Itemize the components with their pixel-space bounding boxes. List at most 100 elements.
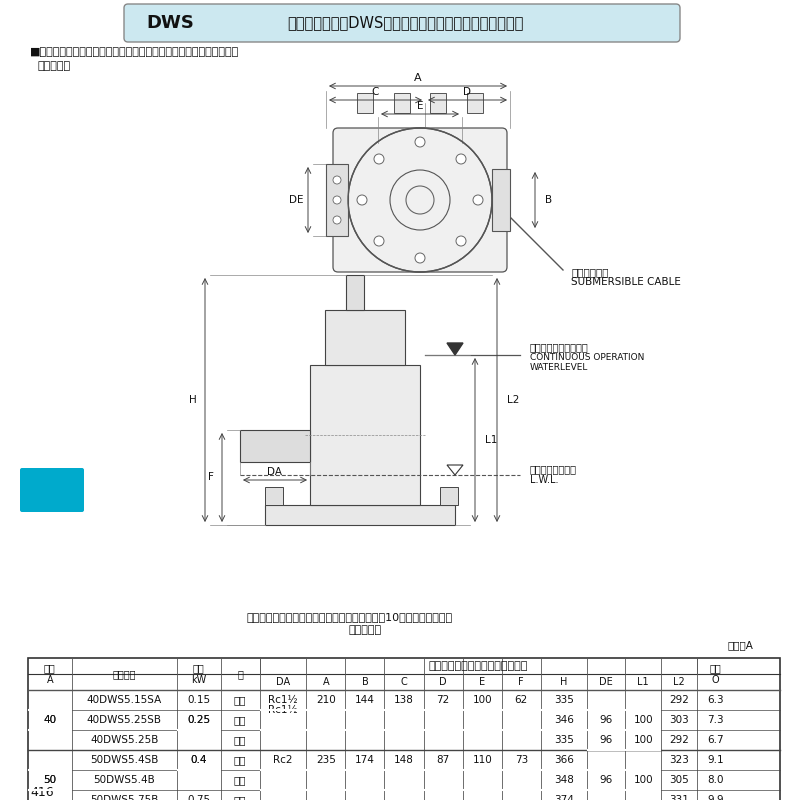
Text: 0.4: 0.4 bbox=[190, 755, 207, 765]
Text: D: D bbox=[439, 677, 447, 687]
Text: 50DWS5.4B: 50DWS5.4B bbox=[94, 775, 155, 785]
Bar bbox=[310, 365, 420, 505]
Text: 非自動形: 非自動形 bbox=[38, 61, 71, 71]
Text: 96: 96 bbox=[600, 715, 613, 725]
Text: 単位：A: 単位：A bbox=[727, 640, 753, 650]
Text: 機　　名: 機 名 bbox=[113, 669, 136, 679]
Text: 三相: 三相 bbox=[234, 775, 246, 785]
Text: 0.4: 0.4 bbox=[190, 755, 207, 765]
Text: 62: 62 bbox=[514, 695, 528, 705]
Text: A: A bbox=[414, 73, 422, 83]
Text: E: E bbox=[479, 677, 486, 687]
Text: L.W.L.: L.W.L. bbox=[530, 475, 558, 485]
Bar bbox=[265, 505, 455, 525]
Text: E: E bbox=[417, 101, 423, 111]
Text: ■外形寸法図　計画・実施に際しては納入仕様書をご請求ください。: ■外形寸法図 計画・実施に際しては納入仕様書をご請求ください。 bbox=[30, 47, 239, 57]
Text: 口径
A: 口径 A bbox=[44, 663, 56, 685]
Circle shape bbox=[333, 176, 341, 184]
Text: 9.1: 9.1 bbox=[707, 755, 724, 765]
Text: DE: DE bbox=[599, 677, 613, 687]
Circle shape bbox=[456, 154, 466, 164]
Bar bbox=[240, 430, 310, 462]
Bar bbox=[325, 310, 405, 365]
Text: 331: 331 bbox=[670, 795, 689, 800]
Circle shape bbox=[333, 216, 341, 224]
Text: B: B bbox=[362, 677, 368, 687]
Text: L2: L2 bbox=[674, 677, 685, 687]
Text: 40: 40 bbox=[43, 715, 56, 725]
Text: DA: DA bbox=[267, 467, 282, 477]
Text: CONTINUOUS OPERATION: CONTINUOUS OPERATION bbox=[530, 354, 644, 362]
Text: 148: 148 bbox=[394, 755, 414, 765]
Text: 144: 144 bbox=[355, 695, 375, 705]
Text: 9.9: 9.9 bbox=[707, 795, 724, 800]
Text: 72: 72 bbox=[437, 695, 450, 705]
Text: A: A bbox=[322, 677, 329, 687]
Text: DA: DA bbox=[276, 677, 290, 687]
Text: DWS: DWS bbox=[146, 14, 194, 32]
Text: 単相: 単相 bbox=[234, 715, 246, 725]
Text: 50: 50 bbox=[43, 775, 56, 785]
Bar bbox=[326, 164, 348, 236]
Text: 質量
O: 質量 O bbox=[710, 663, 722, 685]
Text: 305: 305 bbox=[670, 775, 689, 785]
Circle shape bbox=[456, 236, 466, 246]
Text: 50: 50 bbox=[43, 775, 56, 785]
Text: 単相: 単相 bbox=[234, 695, 246, 705]
Text: Rc2: Rc2 bbox=[273, 755, 293, 765]
Bar bbox=[265, 487, 283, 505]
Text: 【ダーウィン】DWS型樹脂製汚水・雑排水用水中ポンプ: 【ダーウィン】DWS型樹脂製汚水・雑排水用水中ポンプ bbox=[287, 15, 523, 30]
Text: 348: 348 bbox=[554, 775, 574, 785]
Polygon shape bbox=[447, 343, 463, 355]
Text: 335: 335 bbox=[554, 735, 574, 745]
Bar bbox=[492, 169, 510, 231]
Bar bbox=[430, 93, 446, 113]
Text: Rc1½: Rc1½ bbox=[268, 695, 298, 705]
Text: 単相: 単相 bbox=[234, 755, 246, 765]
Text: L1: L1 bbox=[638, 677, 649, 687]
Text: 6.7: 6.7 bbox=[707, 735, 724, 745]
Text: 注）　運転可能最低水位での連続運転時間は、10分以内にしてくだ: 注） 運転可能最低水位での連続運転時間は、10分以内にしてくだ bbox=[247, 612, 453, 622]
Text: 292: 292 bbox=[670, 695, 689, 705]
FancyBboxPatch shape bbox=[333, 128, 507, 272]
Text: 7.3: 7.3 bbox=[707, 715, 724, 725]
Text: 50DWS5.4SB: 50DWS5.4SB bbox=[90, 755, 158, 765]
Text: 96: 96 bbox=[600, 775, 613, 785]
Text: C: C bbox=[401, 677, 407, 687]
Circle shape bbox=[415, 253, 425, 263]
Circle shape bbox=[374, 154, 384, 164]
Bar bbox=[357, 93, 373, 113]
Text: さい。: さい。 bbox=[349, 625, 382, 635]
Text: 水中ケーブル: 水中ケーブル bbox=[571, 267, 609, 277]
Text: 40DWS5.25B: 40DWS5.25B bbox=[90, 735, 158, 745]
Text: L2: L2 bbox=[507, 395, 519, 405]
Text: 三相: 三相 bbox=[234, 795, 246, 800]
Text: F: F bbox=[208, 473, 214, 482]
Text: 416: 416 bbox=[30, 786, 54, 798]
Text: 100: 100 bbox=[634, 715, 653, 725]
Text: D: D bbox=[463, 87, 471, 97]
Text: 110: 110 bbox=[472, 755, 492, 765]
Text: C: C bbox=[372, 87, 379, 97]
Text: 210: 210 bbox=[316, 695, 336, 705]
Text: 174: 174 bbox=[355, 755, 375, 765]
Text: SUBMERSIBLE CABLE: SUBMERSIBLE CABLE bbox=[571, 277, 681, 287]
Text: 366: 366 bbox=[554, 755, 574, 765]
Text: 運転可能最低水位: 運転可能最低水位 bbox=[530, 464, 577, 474]
Bar bbox=[440, 487, 458, 505]
Text: 235: 235 bbox=[316, 755, 336, 765]
Text: 292: 292 bbox=[670, 735, 689, 745]
Text: 40DWS5.25SB: 40DWS5.25SB bbox=[86, 715, 162, 725]
Text: 0.25: 0.25 bbox=[187, 715, 210, 725]
Bar bbox=[28, 658, 780, 800]
Text: L1: L1 bbox=[485, 435, 498, 445]
Text: 0.25: 0.25 bbox=[187, 715, 210, 725]
Text: B: B bbox=[545, 195, 552, 205]
Text: 8.0: 8.0 bbox=[707, 775, 723, 785]
Circle shape bbox=[473, 195, 483, 205]
Text: 0.15: 0.15 bbox=[187, 695, 210, 705]
Text: F: F bbox=[518, 677, 524, 687]
Text: 323: 323 bbox=[670, 755, 689, 765]
Bar bbox=[467, 93, 483, 113]
Text: 303: 303 bbox=[670, 715, 689, 725]
